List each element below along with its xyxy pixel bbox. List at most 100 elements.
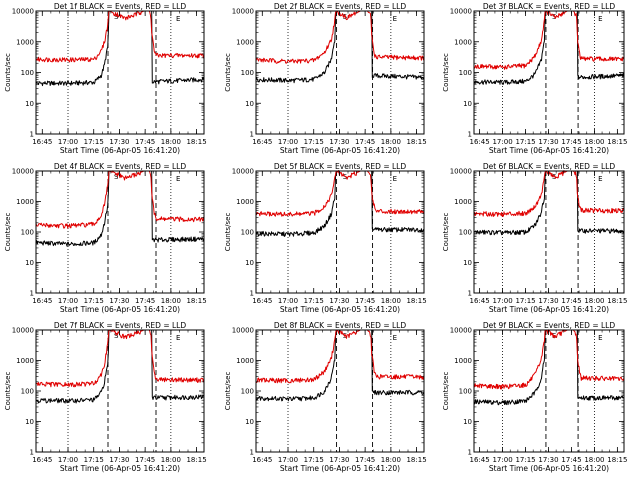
plot-frame [473,329,625,453]
lld-series-line [255,329,425,384]
y-tick-label: 1000 [236,198,254,206]
lld-series-line [35,329,205,388]
x-tick-label: 17:00 [278,456,298,464]
x-tick-label: 18:15 [607,138,627,146]
x-tick-label: 17:45 [561,297,581,305]
y-tick-label: 10 [25,418,34,426]
y-tick-label: 10000 [232,168,254,176]
x-tick-label: 18:00 [161,138,181,146]
x-tick-label: 17:30 [109,297,129,305]
x-tick-label: 16:45 [470,138,490,146]
events-series-line [255,10,425,84]
y-tick-label: 1 [468,131,472,139]
x-tick-label: 16:45 [252,456,272,464]
x-tick-label: 16:45 [470,297,490,305]
y-tick-label: 10000 [450,327,472,335]
x-tick-label: 17:15 [304,456,324,464]
panel-title: Det 8f BLACK = Events, RED = LLD [274,321,407,330]
x-axis-label: Start Time (06-Apr-05 16:41:20) [280,305,400,314]
x-tick-label: 17:15 [84,138,104,146]
y-tick-label: 10000 [12,327,34,335]
x-tick-label: 18:00 [584,138,604,146]
y-axis-label: Counts/sec [442,53,450,92]
y-tick-label: 1 [30,449,34,457]
x-tick-label: 17:00 [278,138,298,146]
x-tick-label: 17:45 [561,138,581,146]
x-tick-label: 17:45 [355,138,375,146]
x-tick-label: 18:15 [186,456,206,464]
x-tick-label: 17:15 [304,138,324,146]
plot-frame [473,10,625,135]
panel-det-6: Det 6f BLACK = Events, RED = LLD S E 1 10 100… [442,162,627,314]
x-axis-label: Start Time (06-Apr-05 16:41:20) [280,464,400,473]
lld-series-line [473,10,625,70]
y-tick-label: 100 [459,388,472,396]
y-tick-label: 1000 [236,38,254,46]
end-marker-label: E [393,334,397,342]
y-tick-label: 1000 [454,38,472,46]
x-tick-label: 16:45 [32,138,52,146]
x-tick-label: 17:30 [538,297,558,305]
y-tick-label: 10000 [12,8,34,16]
panel-title: Det 7f BLACK = Events, RED = LLD [54,321,187,330]
y-axis-label: Counts/sec [4,372,12,411]
y-tick-label: 100 [241,69,254,77]
panel-title: Det 9f BLACK = Events, RED = LLD [483,321,616,330]
x-tick-label: 18:15 [607,456,627,464]
x-tick-label: 17:15 [515,456,535,464]
lld-series-line [255,10,425,64]
lld-series-line [35,170,205,229]
plot-frame [255,329,425,453]
x-tick-label: 17:45 [135,297,155,305]
y-tick-label: 1 [468,290,472,298]
y-tick-label: 10000 [450,168,472,176]
x-tick-label: 18:00 [381,138,401,146]
x-tick-label: 17:30 [538,456,558,464]
x-tick-label: 17:00 [492,297,512,305]
y-tick-label: 100 [459,229,472,237]
y-tick-label: 100 [21,229,34,237]
x-axis-label: Start Time (06-Apr-05 16:41:20) [60,464,180,473]
x-tick-label: 18:00 [584,297,604,305]
x-tick-label: 17:00 [492,456,512,464]
x-tick-label: 17:30 [329,138,349,146]
y-tick-label: 1000 [16,357,34,365]
x-tick-label: 17:15 [84,297,104,305]
y-tick-label: 100 [459,69,472,77]
y-tick-label: 10000 [450,8,472,16]
end-marker-label: E [176,334,180,342]
y-tick-label: 100 [241,388,254,396]
y-tick-label: 1 [250,131,254,139]
x-tick-label: 18:00 [584,456,604,464]
y-tick-label: 1 [30,290,34,298]
x-tick-label: 17:00 [492,138,512,146]
start-marker-label: S [343,173,348,181]
panel-title: Det 1f BLACK = Events, RED = LLD [54,2,187,11]
y-tick-label: 1 [468,449,472,457]
y-tick-label: 100 [241,229,254,237]
x-tick-label: 18:15 [186,138,206,146]
y-axis-label: Counts/sec [224,372,232,411]
x-tick-label: 17:45 [355,456,375,464]
plot-frame [255,10,425,135]
panel-det-7: Det 7f BLACK = Events, RED = LLD S E 1 10 100… [4,321,207,473]
y-tick-label: 1 [30,131,34,139]
x-tick-label: 17:45 [135,138,155,146]
panel-title: Det 6f BLACK = Events, RED = LLD [483,162,616,171]
end-marker-label: E [176,15,180,23]
x-axis-label: Start Time (06-Apr-05 16:41:20) [489,146,609,155]
lld-series-line [35,10,205,63]
x-tick-label: 17:30 [109,456,129,464]
x-tick-label: 16:45 [32,297,52,305]
y-tick-label: 10000 [12,168,34,176]
end-marker-label: E [598,175,602,183]
x-tick-label: 18:15 [406,297,426,305]
y-tick-label: 10000 [232,8,254,16]
end-marker-label: E [393,15,397,23]
panel-det-4: Det 4f BLACK = Events, RED = LLD S E 1 10 100… [4,162,207,314]
panel-title: Det 2f BLACK = Events, RED = LLD [274,2,407,11]
